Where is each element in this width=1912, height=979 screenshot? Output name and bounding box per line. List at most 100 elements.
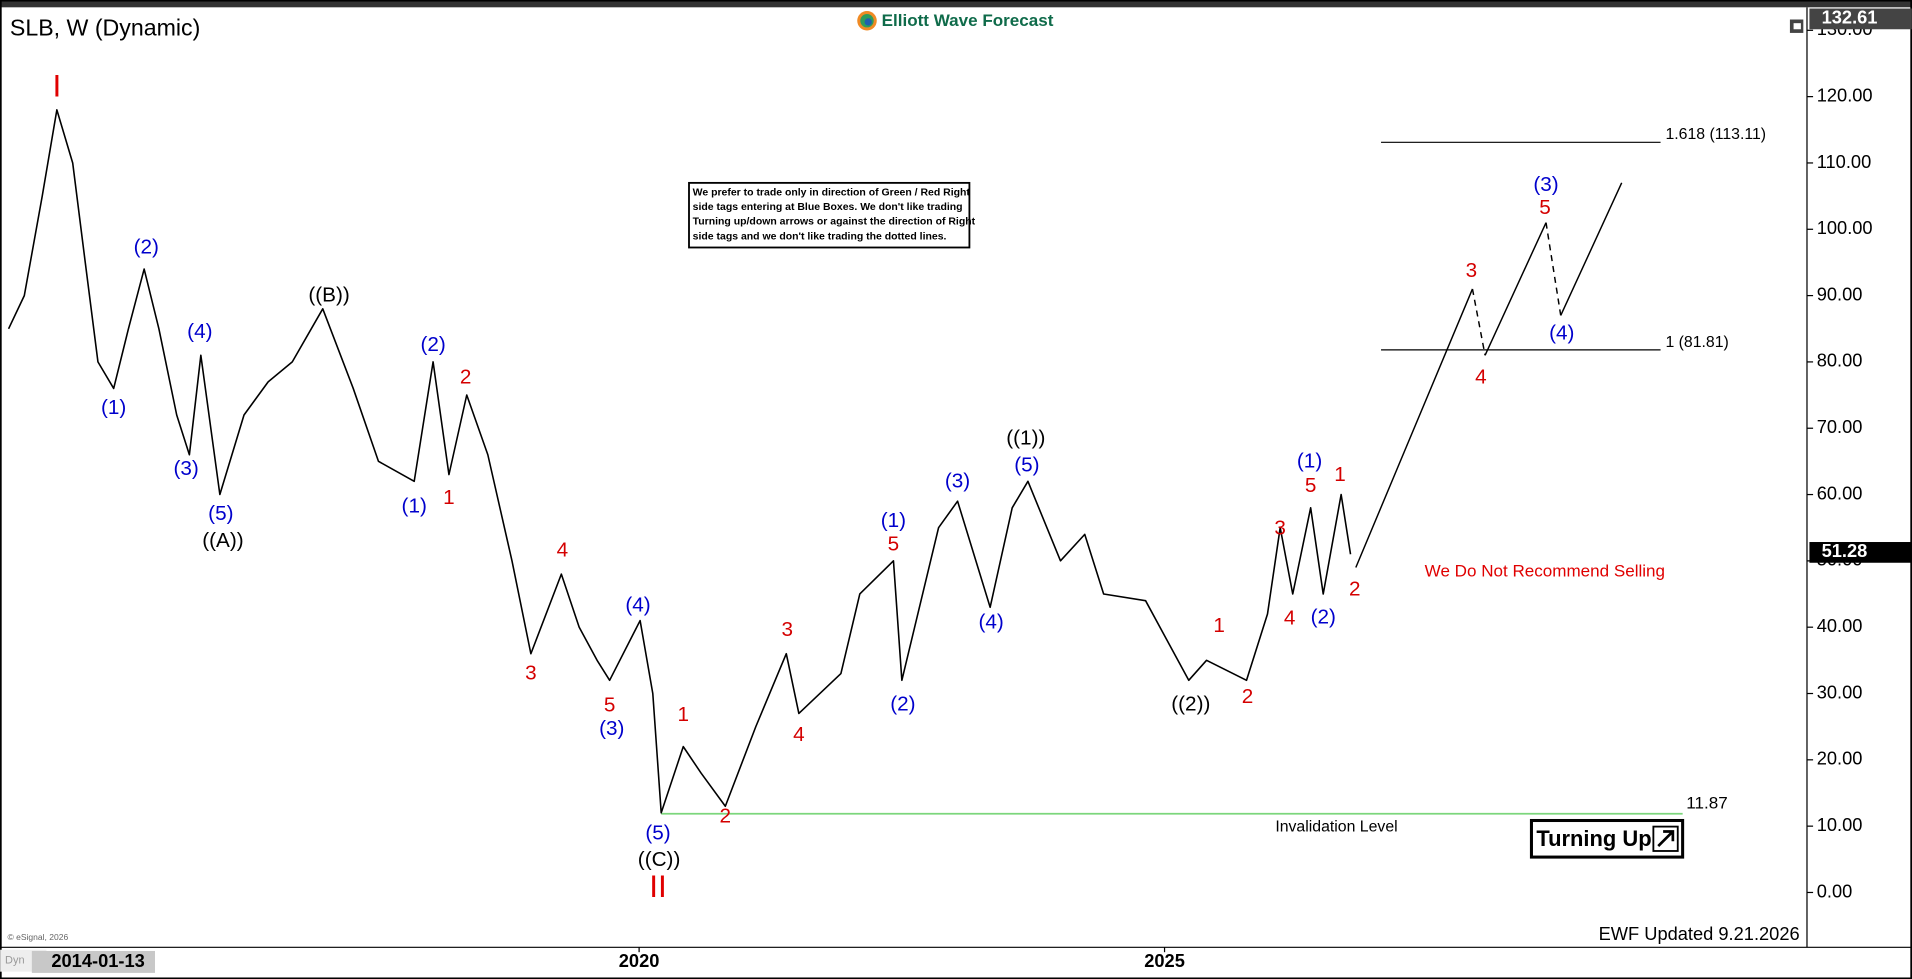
wave-label: ((B)) [308,284,349,307]
wave-label: 3 [525,662,537,685]
wave-label: (1) [402,495,427,518]
y-tick-label: 120.00 [1817,84,1873,105]
wave-label: ((C)) [638,848,681,871]
chart-title: SLB, W (Dynamic) [10,14,200,40]
wave-label: (2) [420,333,445,356]
wave-label: (2) [890,692,915,715]
wave-label: 1 [677,703,689,726]
wave-label: (4) [978,611,1003,634]
y-tick-label: 110.00 [1817,151,1872,172]
wave-label: ((A)) [202,529,243,552]
top-bar [0,0,1912,8]
notice-line: Turning up/down arrows or against the di… [693,217,976,228]
wave-label: 5 [1305,474,1317,497]
cursor-date-box [31,950,155,973]
notice-line: side tags and we don't like trading the … [693,231,947,242]
projection-segment [1560,182,1623,316]
wave-label: ((1)) [1006,426,1045,449]
projection-segment [1471,288,1486,356]
fib-label: 1.618 (113.11) [1665,126,1766,143]
wave-label: 5 [604,694,616,717]
wave-label: 2 [720,804,732,827]
wave-label: 4 [793,723,805,746]
price-line [7,109,1352,814]
wave-label: (3) [945,469,970,492]
notice-border [688,181,971,249]
wave-label: 3 [1274,517,1286,540]
x-tick-label: 2020 [619,950,660,971]
footer: EWF Updated 9.21.2026 [1599,923,1800,944]
logo-box [852,8,1063,33]
wave-label: (3) [174,457,199,480]
last-price-box [1809,542,1912,563]
wave-label: (1) [1297,450,1322,473]
notice-line: side tags entering at Blue Boxes. We don… [693,202,963,213]
wave-label: 1 [443,486,455,509]
notice-box: We prefer to trade only in direction of … [688,181,976,249]
wave-label: (4) [187,320,212,343]
wave-label: (4) [625,593,650,616]
y-tick-label: 60.00 [1817,482,1863,503]
signal-text: Turning Up [1536,826,1651,851]
wave-label: 3 [782,618,794,641]
copyright: © eSignal, 2026 [7,932,68,942]
wave-label: (5) [1014,454,1039,477]
y-tick-label: 20.00 [1817,748,1863,769]
wave-label: (1) [881,509,906,532]
y-tick-label: 40.00 [1817,615,1863,636]
high-price: 132.61 [1822,7,1878,28]
high-price-box [1809,8,1912,30]
wave-label: (5) [208,502,233,525]
cycle-label: II [649,868,667,904]
signal-arrow [1657,830,1675,848]
wave-label: (4) [1549,322,1574,345]
projection-segment [1484,222,1547,356]
notice-line: We prefer to trade only in direction of … [693,187,971,198]
wave-label: 4 [1284,607,1296,630]
window-icon [1789,19,1804,33]
wave-label: 4 [1475,365,1487,388]
y-tick-label: 30.00 [1817,681,1863,702]
wave-label: (2) [1311,605,1336,628]
invalidation-value: 11.87 [1686,793,1727,812]
cursor-date: 2014-01-13 [51,950,144,971]
wave-label: 1 [1213,614,1225,637]
last-price: 51.28 [1822,540,1868,561]
y-tick-label: 100.00 [1817,217,1873,238]
wave-label: 1 [1334,463,1346,486]
projection-segment [1355,288,1474,568]
wave-label: (3) [599,717,624,740]
y-tick-label: 80.00 [1817,350,1863,371]
wave-label: (3) [1533,173,1558,196]
wave-label: 2 [1349,578,1361,601]
wave-label: (5) [645,822,670,845]
logo-icon-core [864,18,872,26]
wave-label: 2 [1242,685,1254,708]
cursor-tag: Dyn [5,955,25,967]
icon-inner [1793,23,1801,30]
x-tick-label: 2025 [1144,950,1185,971]
y-tick-label: 10.00 [1817,814,1863,835]
invalidation-label: Invalidation Level [1275,818,1397,835]
wave-label: 4 [557,538,569,561]
y-tick-label: 70.00 [1817,416,1863,437]
y-tick-label: 90.00 [1817,283,1863,304]
cycle-label: I [53,67,62,103]
projection-segment [1545,222,1562,316]
wave-label: 2 [460,365,472,388]
signal-box: Turning Up [1529,818,1685,859]
brand-name: Elliott Wave Forecast [882,11,1054,30]
wave-label: 5 [888,532,900,555]
brand-logo: Elliott Wave Forecast [852,8,1063,33]
recommendation: We Do Not Recommend Selling [1425,561,1665,580]
wave-label: (2) [134,235,159,258]
y-tick-label: 0.00 [1817,880,1853,901]
fib-label: 1 (81.81) [1665,334,1728,351]
wave-label: 3 [1466,259,1478,282]
wave-label: (1) [101,396,126,419]
wave-label: ((2)) [1171,692,1210,715]
